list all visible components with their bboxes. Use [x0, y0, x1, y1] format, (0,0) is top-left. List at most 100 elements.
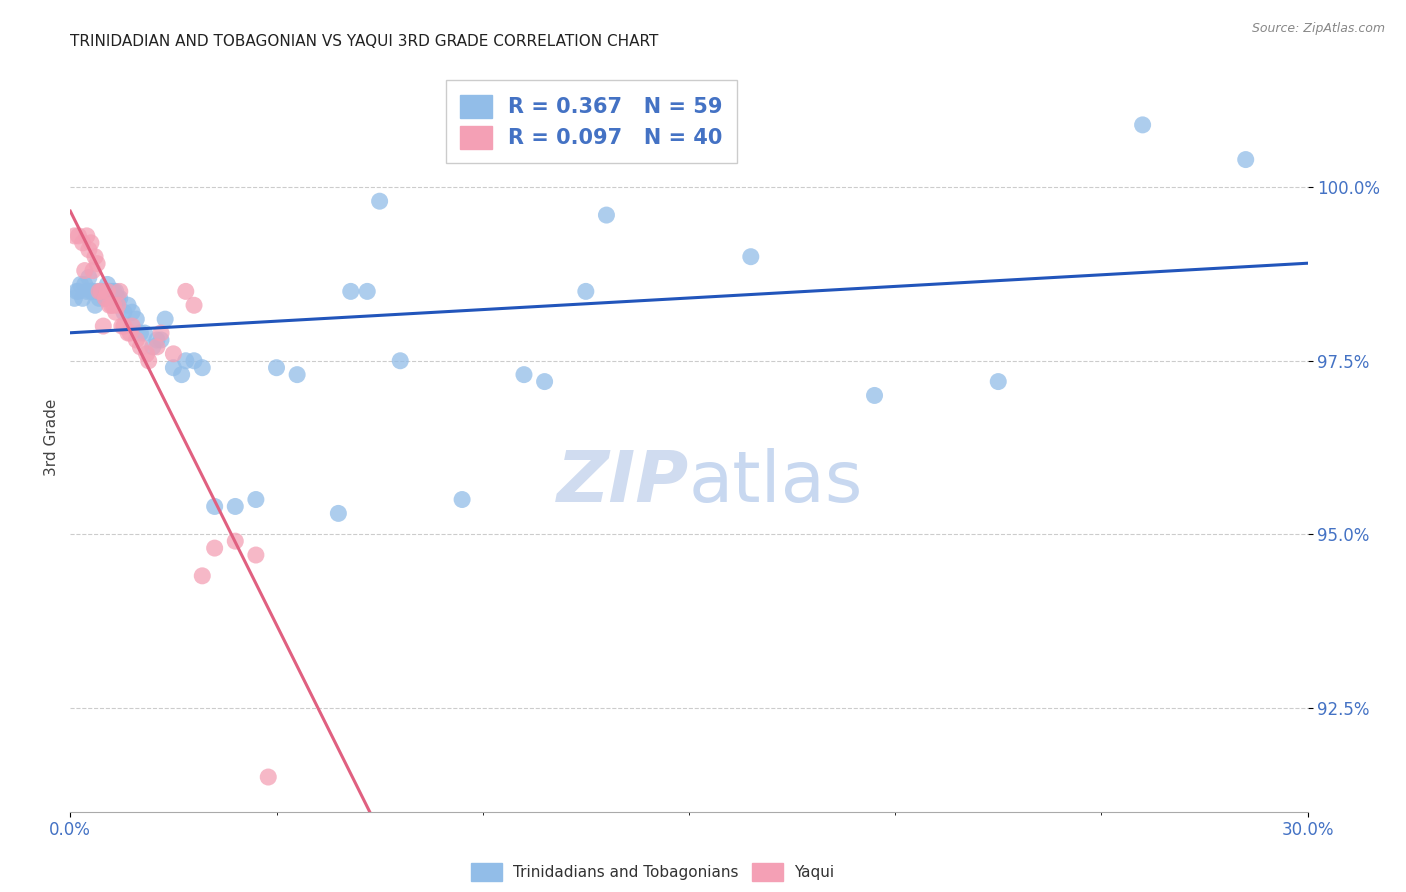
Point	[125, 333, 148, 347]
Point	[104, 305, 127, 319]
Point	[84, 250, 107, 264]
Point	[740, 250, 762, 264]
Text: TRINIDADIAN AND TOBAGONIAN VS YAQUI 3RD GRADE CORRELATION CHART: TRINIDADIAN AND TOBAGONIAN VS YAQUI 3RD …	[70, 34, 658, 49]
Point	[174, 285, 197, 299]
Point	[80, 235, 103, 250]
Point	[73, 263, 96, 277]
Point	[72, 291, 94, 305]
Point	[121, 319, 143, 334]
Point	[245, 492, 267, 507]
Point	[73, 277, 96, 292]
Point	[86, 257, 108, 271]
Point	[174, 353, 197, 368]
Point	[138, 353, 160, 368]
Point	[107, 291, 129, 305]
Point	[112, 319, 135, 334]
Point	[204, 500, 226, 514]
Point	[129, 340, 152, 354]
Point	[100, 285, 122, 299]
Legend: R = 0.367   N = 59, R = 0.097   N = 40: R = 0.367 N = 59, R = 0.097 N = 40	[446, 80, 737, 163]
Point	[1132, 118, 1154, 132]
Point	[339, 285, 361, 299]
Text: ZIP: ZIP	[557, 448, 689, 516]
Text: Trinidadians and Tobagonians: Trinidadians and Tobagonians	[513, 865, 738, 880]
Point	[77, 270, 100, 285]
Point	[90, 285, 112, 299]
Point	[575, 285, 598, 299]
Point	[224, 534, 246, 549]
Point	[89, 291, 111, 305]
Point	[135, 347, 157, 361]
Point	[84, 298, 107, 312]
Point	[328, 507, 350, 521]
Text: Yaqui: Yaqui	[794, 865, 835, 880]
Point	[104, 285, 127, 299]
Point	[107, 298, 129, 312]
Point	[863, 388, 886, 402]
Point	[245, 548, 267, 562]
Point	[98, 285, 121, 299]
Point	[134, 326, 156, 340]
Point	[533, 375, 555, 389]
Point	[108, 291, 131, 305]
Point	[69, 277, 91, 292]
Point	[368, 194, 391, 209]
Point	[65, 285, 87, 299]
Point	[76, 285, 98, 299]
Point	[356, 285, 378, 299]
Point	[150, 333, 173, 347]
Point	[142, 340, 165, 354]
Point	[121, 305, 143, 319]
Point	[100, 298, 122, 312]
Point	[125, 312, 148, 326]
Point	[111, 319, 134, 334]
Point	[645, 145, 668, 160]
Point	[389, 353, 412, 368]
Point	[150, 326, 173, 340]
Point	[98, 298, 121, 312]
Point	[91, 319, 114, 334]
Point	[91, 285, 114, 299]
Point	[162, 360, 184, 375]
Point	[80, 285, 103, 299]
Point	[513, 368, 536, 382]
Point	[129, 326, 152, 340]
Point	[183, 353, 205, 368]
Point	[153, 312, 176, 326]
Point	[204, 541, 226, 555]
Point	[82, 285, 104, 299]
Point	[257, 770, 280, 784]
Point	[224, 500, 246, 514]
Point	[451, 492, 474, 507]
Point	[86, 285, 108, 299]
Point	[108, 285, 131, 299]
Point	[183, 298, 205, 312]
Point	[63, 291, 86, 305]
Point	[146, 333, 169, 347]
Point	[595, 208, 617, 222]
Point	[285, 368, 308, 382]
Point	[170, 368, 193, 382]
Point	[96, 285, 118, 299]
Point	[191, 569, 214, 583]
Point	[89, 285, 111, 299]
Point	[94, 291, 117, 305]
Point	[67, 285, 90, 299]
Point	[90, 285, 112, 299]
Point	[77, 243, 100, 257]
Point	[120, 326, 142, 340]
Point	[1234, 153, 1257, 167]
Point	[63, 228, 86, 243]
Point	[266, 360, 288, 375]
Point	[162, 347, 184, 361]
Point	[112, 305, 135, 319]
Point	[191, 360, 214, 375]
Point	[987, 375, 1010, 389]
Y-axis label: 3rd Grade: 3rd Grade	[44, 399, 59, 475]
Point	[117, 326, 139, 340]
Point	[76, 228, 98, 243]
Point	[67, 228, 90, 243]
Point	[94, 291, 117, 305]
Point	[146, 340, 169, 354]
Point	[96, 277, 118, 292]
